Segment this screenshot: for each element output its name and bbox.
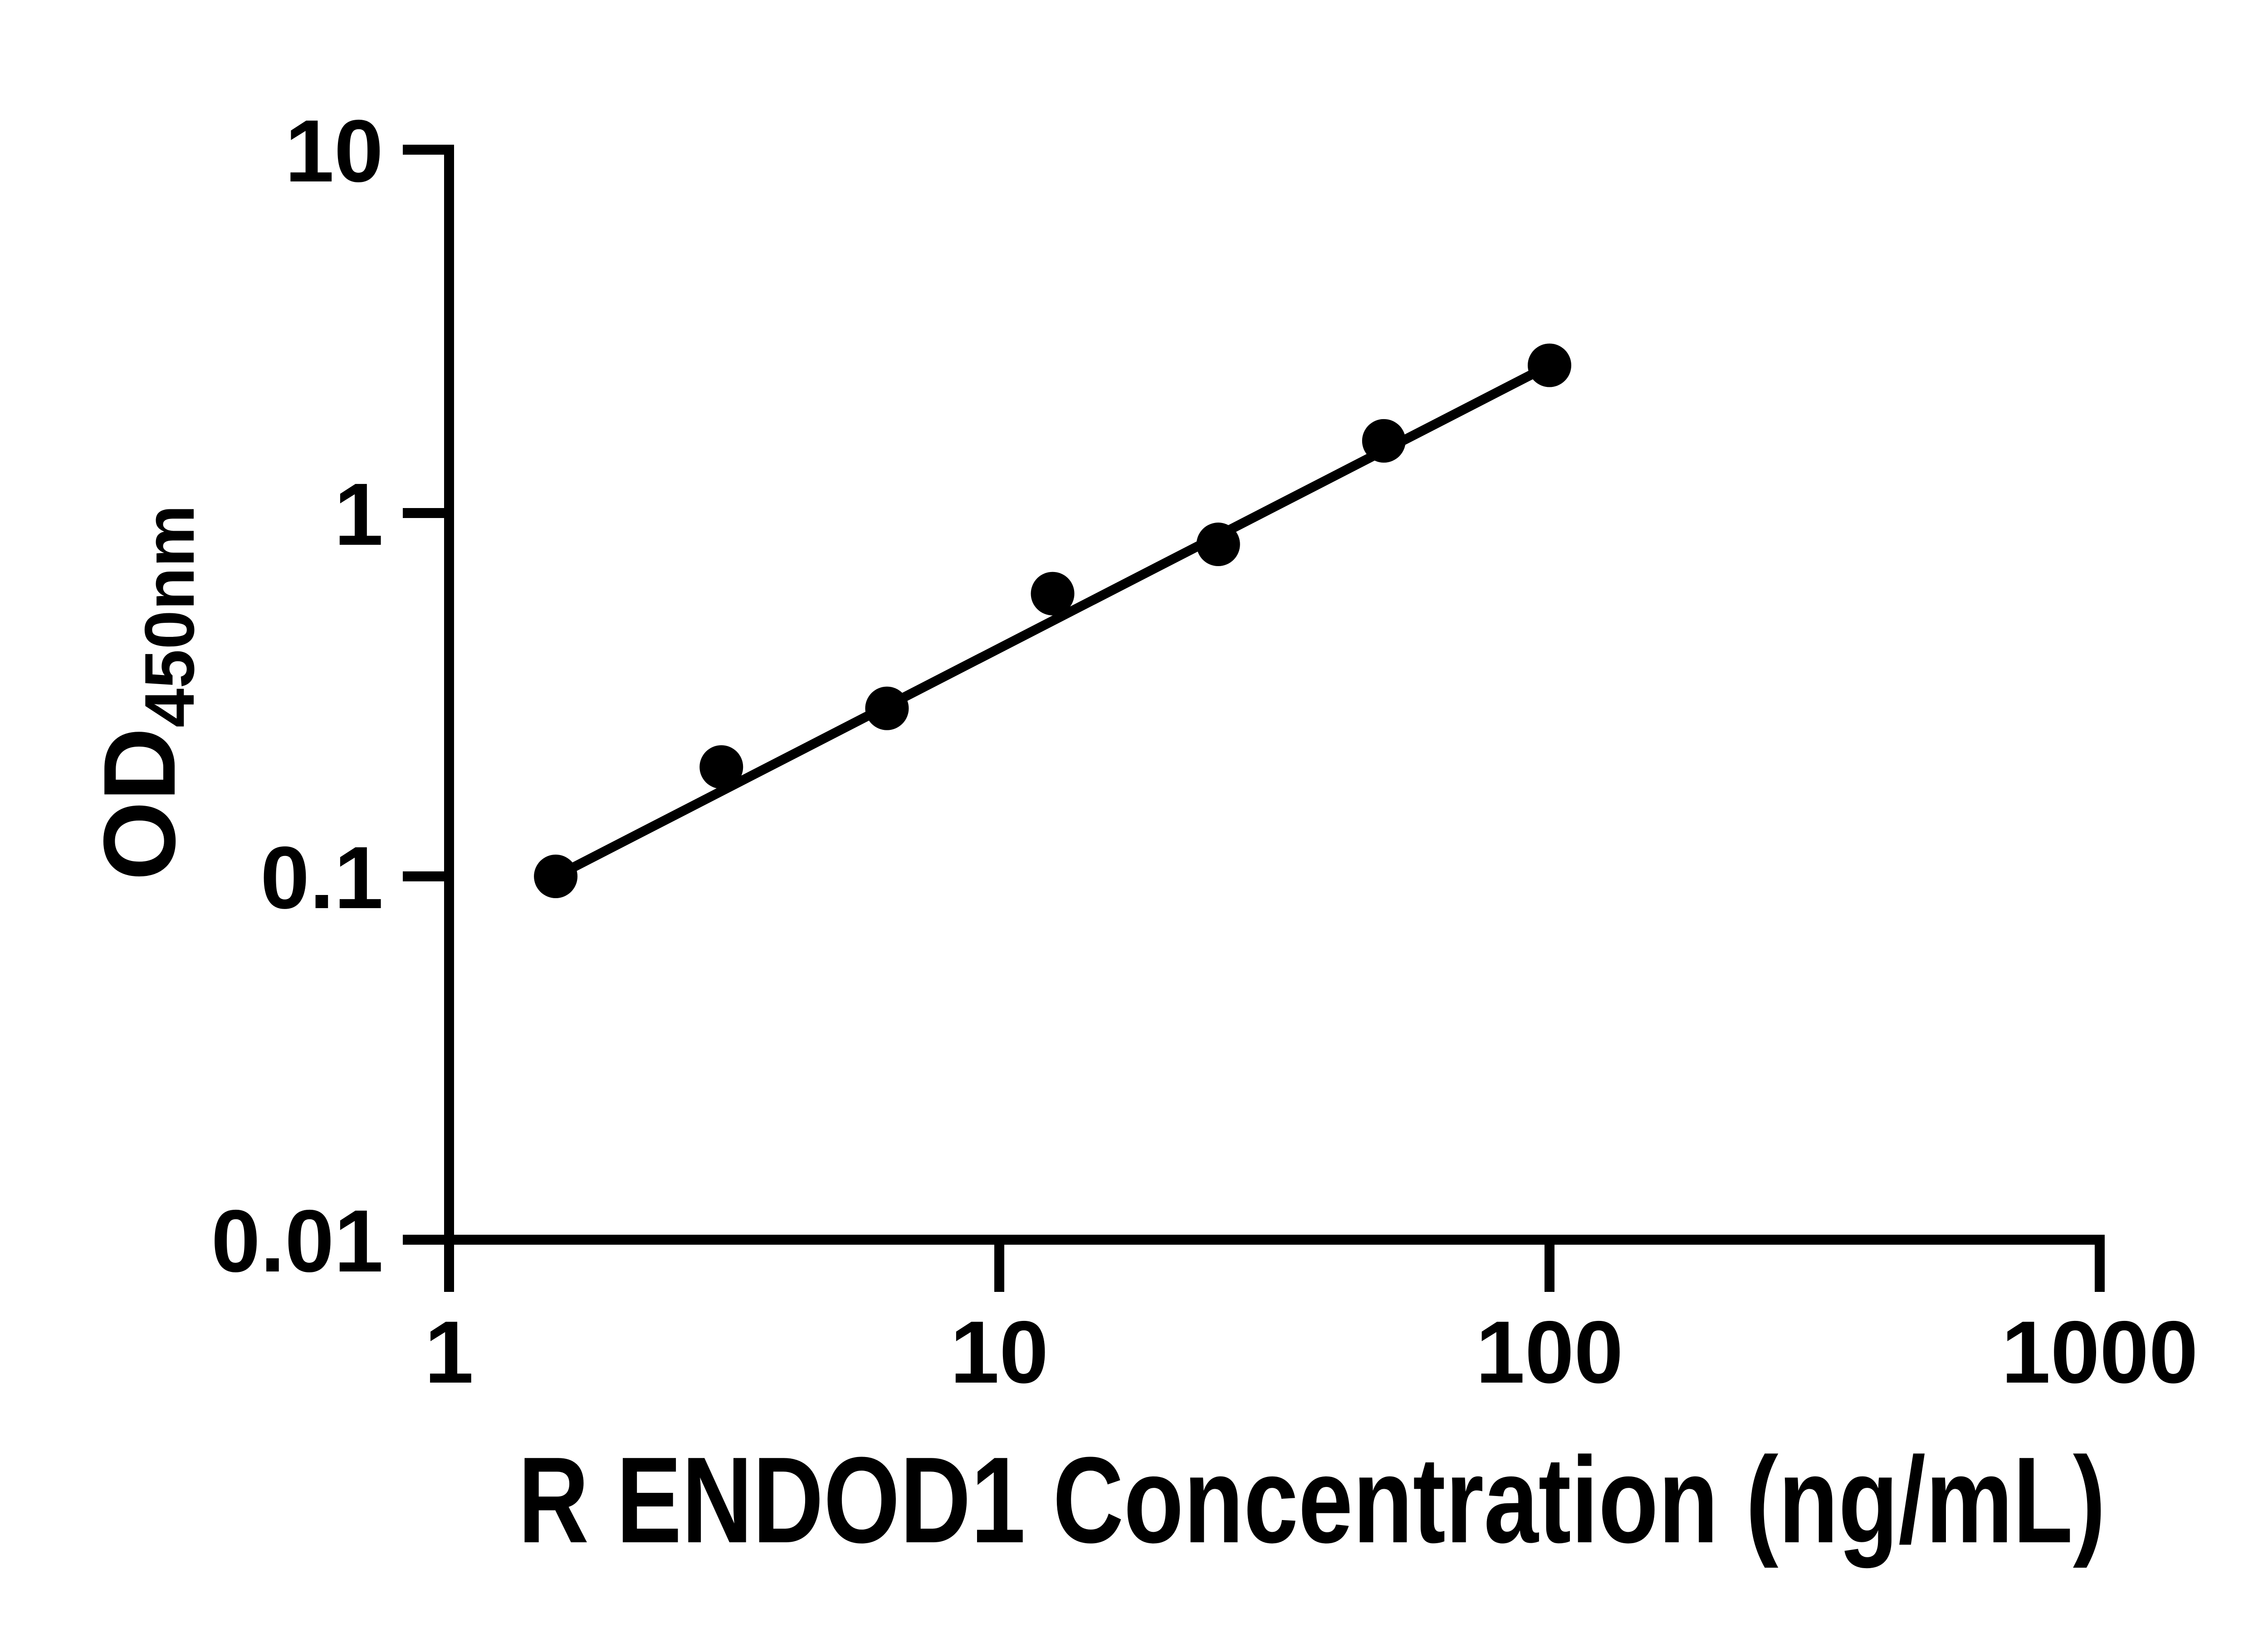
data-point: [1196, 523, 1240, 567]
y-axis-title: OD450nm: [82, 505, 209, 881]
data-point: [1362, 419, 1406, 463]
y-tick-label: 0.01: [211, 1192, 383, 1291]
x-axis-title: R ENDOD1 Concentration (ng/mL): [518, 1432, 2106, 1569]
y-tick-label: 10: [285, 102, 383, 200]
x-tick-label: 1000: [2001, 1303, 2198, 1402]
data-point: [865, 686, 909, 730]
x-tick-label: 1: [425, 1303, 474, 1402]
data-point: [699, 745, 743, 789]
y-tick-label: 1: [334, 465, 383, 564]
y-axis-title-sub: 450nm: [130, 505, 209, 728]
x-tick-label: 100: [1476, 1303, 1623, 1402]
data-point: [1528, 343, 1571, 387]
plot-area: 1 10 100 1000 10 1 0.1 0.01: [211, 102, 2198, 1402]
data-point: [534, 855, 578, 898]
data-point: [1031, 572, 1075, 616]
x-tick-label: 10: [950, 1303, 1049, 1402]
y-tick-label: 0.1: [260, 828, 383, 927]
y-axis-title-main: OD: [82, 728, 196, 881]
